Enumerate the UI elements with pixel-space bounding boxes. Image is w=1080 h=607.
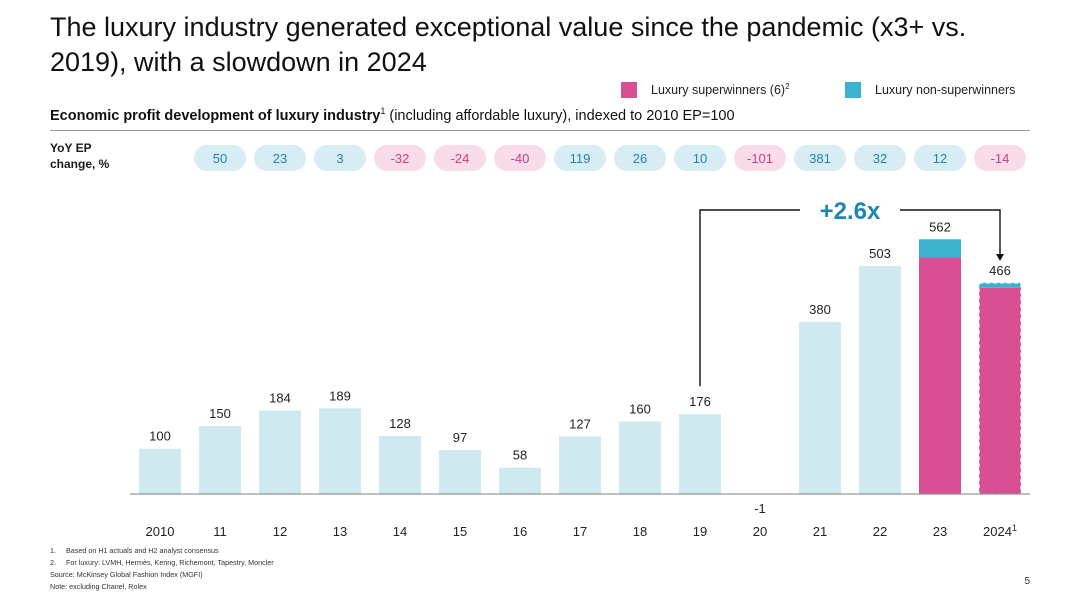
x-tick-label: 16	[513, 524, 527, 539]
bar	[379, 435, 421, 494]
x-tick-label: 11	[213, 524, 227, 539]
yoy-pill: 26	[614, 145, 666, 171]
bar	[619, 421, 661, 494]
x-tick-label: 23	[933, 524, 947, 539]
growth-arrowhead	[996, 254, 1004, 261]
growth-bracket	[699, 209, 1001, 387]
yoy-pill: -14	[974, 145, 1026, 171]
legend-label-non-superwinners: Luxury non-superwinners	[875, 83, 1016, 97]
x-tick-label: 19	[693, 524, 707, 539]
bar	[859, 266, 901, 494]
header-divider	[50, 130, 1030, 131]
data-label: 176	[689, 394, 711, 409]
yoy-pill: 50	[194, 145, 246, 171]
data-label: 127	[569, 416, 591, 431]
yoy-pill: 12	[914, 145, 966, 171]
bar	[499, 467, 541, 494]
x-tick-label: 21	[813, 524, 827, 539]
data-label: 58	[513, 448, 527, 463]
yoy-pill: 119	[554, 145, 606, 171]
x-tick-label: 18	[633, 524, 647, 539]
x-tick-label: 20	[753, 524, 767, 539]
bar	[199, 426, 241, 494]
data-label: 380	[809, 302, 831, 317]
source-note: Source: McKinsey Global Fashion Index (M…	[50, 570, 203, 579]
legend-non-superwinners: Luxury non-superwinners	[845, 82, 1015, 98]
data-label: 184	[269, 391, 291, 406]
bar	[319, 408, 361, 494]
yoy-pill: 23	[254, 145, 306, 171]
bar	[139, 448, 181, 494]
x-tick-label: 12	[273, 524, 287, 539]
data-label: 100	[149, 429, 171, 444]
bar-non-superwinners	[919, 239, 961, 258]
x-tick-label: 2010	[146, 524, 175, 539]
data-label: 97	[453, 430, 467, 445]
chart-subtitle: Economic profit development of luxury in…	[50, 106, 735, 124]
yoy-pill: 32	[854, 145, 906, 171]
footnote-2: 2. For luxury: LVMH, Hermès, Kering, Rich…	[50, 558, 274, 567]
bar	[439, 450, 481, 494]
exclusion-note: Note: excluding Chanel, Rolex	[50, 582, 147, 591]
legend-superwinners: Luxury superwinners (6)2	[621, 82, 790, 98]
data-label: 128	[389, 416, 411, 431]
yoy-pill: -101	[734, 145, 786, 171]
data-label: 562	[929, 219, 951, 234]
x-tick-label: 13	[333, 524, 347, 539]
bar	[679, 414, 721, 494]
yoy-pill: -24	[434, 145, 486, 171]
legend-swatch-superwinners	[621, 82, 637, 98]
x-tick-label: 20241	[983, 523, 1017, 539]
yoy-pill: -40	[494, 145, 546, 171]
x-tick-label: 17	[573, 524, 587, 539]
page-title: The luxury industry generated exceptiona…	[50, 12, 967, 77]
growth-multiplier-label: +2.6x	[820, 198, 881, 225]
yoy-pill: 381	[794, 145, 846, 171]
data-label: 150	[209, 406, 231, 421]
data-label: 466	[989, 263, 1011, 278]
page-number: 5	[1024, 576, 1030, 587]
bar	[559, 436, 601, 494]
legend-label-superwinners: Luxury superwinners (6)2	[651, 82, 790, 98]
x-tick-label: 14	[393, 524, 407, 539]
data-label: 160	[629, 401, 651, 416]
data-label: 189	[329, 388, 351, 403]
yoy-pill: 10	[674, 145, 726, 171]
yoy-label: YoY EP change, %	[50, 141, 110, 171]
data-label: -1	[754, 501, 766, 516]
x-tick-label: 15	[453, 524, 467, 539]
bar-non-superwinners	[979, 282, 1021, 288]
legend-swatch-non-superwinners	[845, 82, 861, 98]
footnotes: 1. Based on H1 actuals and H2 analyst con…	[50, 545, 274, 593]
bar	[259, 410, 301, 494]
footnote-1: 1. Based on H1 actuals and H2 analyst con…	[50, 546, 219, 555]
yoy-pill: -32	[374, 145, 426, 171]
bar-superwinners	[919, 257, 961, 494]
bar	[799, 321, 841, 494]
data-label: 503	[869, 246, 891, 261]
x-tick-label: 22	[873, 524, 887, 539]
bar-superwinners	[979, 287, 1021, 494]
yoy-pill: 3	[314, 145, 366, 171]
